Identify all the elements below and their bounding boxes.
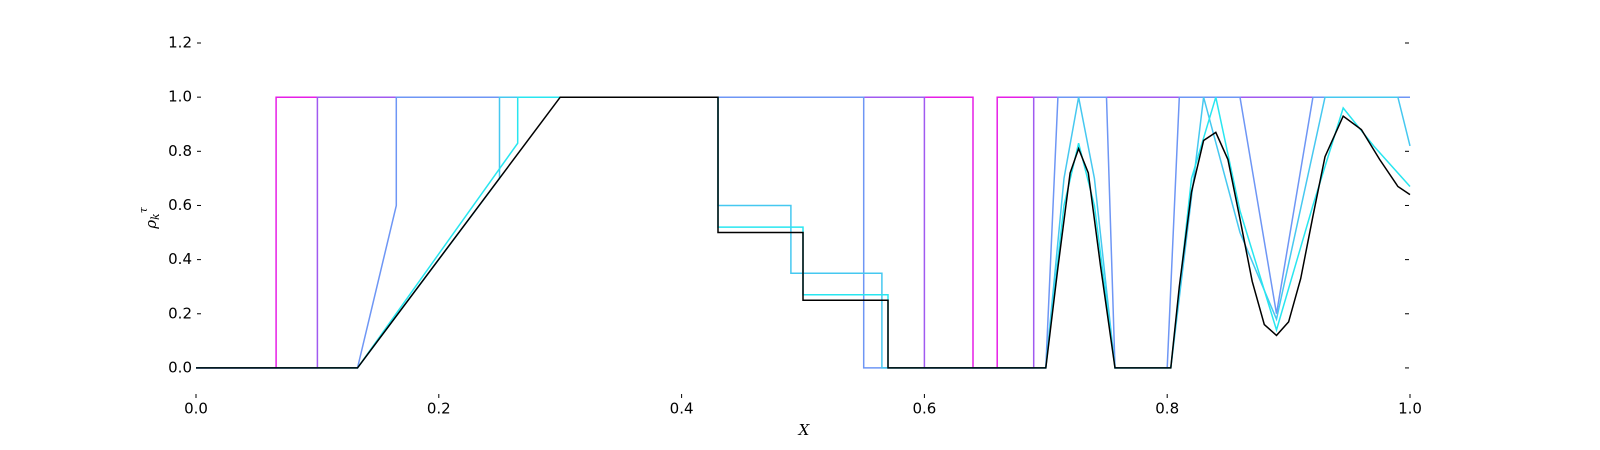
x-tick-label: 0.6 xyxy=(912,400,936,418)
series-line xyxy=(196,96,1410,369)
x-axis-label: X xyxy=(798,421,811,439)
y-tick-label: 1.0 xyxy=(168,88,192,106)
y-tick-label: 0.0 xyxy=(168,358,192,376)
x-tick-label: 1.0 xyxy=(1398,400,1422,418)
y-tick-label: 0.4 xyxy=(168,250,192,268)
y-label-sup: τ xyxy=(137,206,150,213)
x-tick-label: 0.4 xyxy=(670,400,694,418)
series-line xyxy=(196,96,1410,369)
y-tick-label: 0.6 xyxy=(168,196,192,214)
x-tick-label: 0.8 xyxy=(1155,400,1179,418)
series-line xyxy=(196,96,1411,369)
y-label-base: ρ xyxy=(142,220,160,230)
y-tick-label: 0.2 xyxy=(168,304,192,322)
y-label-sub: k xyxy=(149,213,162,220)
y-tick-label: 1.2 xyxy=(168,34,192,52)
y-axis-label: ρkτ xyxy=(137,206,162,230)
x-tick-label: 0.0 xyxy=(184,400,208,418)
y-tick-label: 0.8 xyxy=(168,142,192,160)
x-tick-label: 0.2 xyxy=(427,400,451,418)
series-line xyxy=(196,96,1410,369)
